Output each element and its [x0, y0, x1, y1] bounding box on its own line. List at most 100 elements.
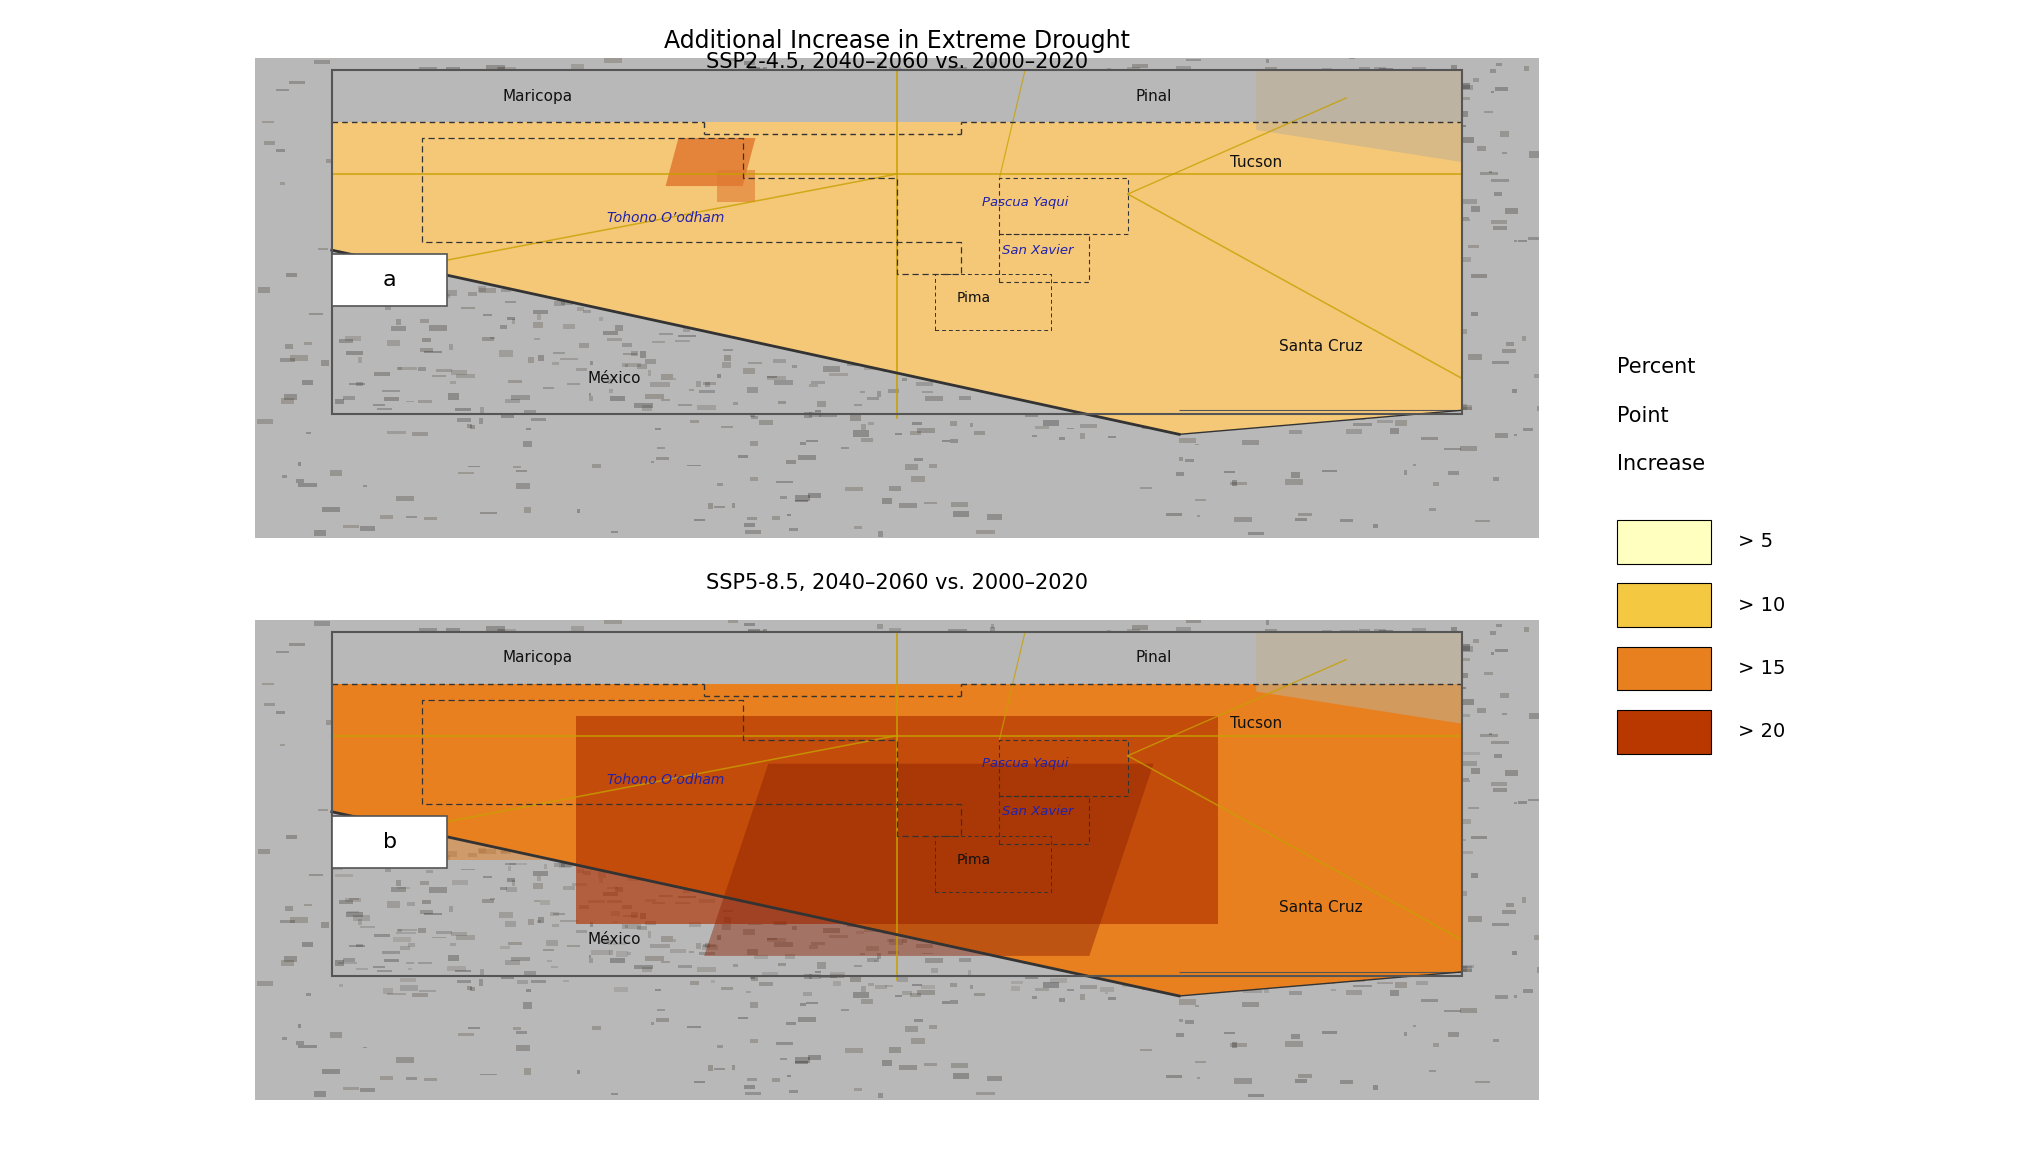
Bar — [679, 404, 693, 406]
Bar — [375, 935, 389, 937]
Bar — [1420, 943, 1425, 947]
Bar — [1229, 219, 1231, 223]
Bar — [962, 743, 966, 747]
Bar — [854, 965, 862, 967]
Bar — [1188, 233, 1198, 236]
Bar — [552, 147, 562, 154]
Bar — [997, 873, 1013, 875]
Bar — [436, 294, 450, 298]
Bar — [1437, 405, 1443, 410]
Bar — [1215, 946, 1229, 952]
Bar — [342, 958, 355, 961]
Bar — [719, 725, 723, 730]
Bar — [304, 342, 312, 345]
Bar — [1323, 630, 1333, 632]
Bar — [283, 957, 298, 962]
Bar — [1162, 675, 1170, 677]
Bar — [744, 523, 754, 527]
Bar — [257, 419, 273, 424]
Bar — [1266, 67, 1278, 69]
Text: > 5: > 5 — [1738, 533, 1773, 551]
Bar — [1270, 931, 1280, 937]
Bar — [693, 519, 705, 521]
Bar — [1084, 757, 1103, 762]
Bar — [748, 948, 758, 954]
Bar — [1437, 406, 1453, 410]
Bar — [546, 718, 550, 721]
Bar — [1098, 947, 1107, 951]
Bar — [721, 257, 734, 261]
Bar — [960, 782, 968, 787]
Bar — [1384, 87, 1390, 88]
Bar — [522, 112, 536, 115]
Bar — [1535, 936, 1547, 940]
Bar — [607, 338, 622, 342]
Bar — [1251, 272, 1262, 278]
Bar — [1270, 110, 1288, 113]
Bar — [1414, 966, 1431, 972]
Bar — [479, 980, 483, 985]
Bar — [1416, 981, 1429, 985]
Bar — [1282, 386, 1288, 387]
Bar — [889, 939, 903, 945]
Bar — [426, 250, 434, 256]
Bar — [809, 412, 821, 417]
Bar — [414, 690, 416, 692]
Bar — [1135, 256, 1147, 262]
Bar — [1041, 256, 1058, 259]
Bar — [1190, 780, 1192, 783]
Bar — [1237, 637, 1243, 640]
Bar — [666, 679, 687, 681]
Bar — [1355, 969, 1365, 972]
Bar — [1270, 73, 1284, 75]
Bar — [1298, 513, 1312, 516]
Bar — [1249, 533, 1264, 535]
Bar — [1398, 786, 1402, 789]
Bar — [279, 358, 296, 361]
Bar — [560, 859, 571, 864]
Bar — [607, 887, 618, 888]
Bar — [353, 915, 371, 921]
Bar — [1370, 126, 1382, 129]
Bar — [738, 1017, 748, 1019]
Bar — [404, 138, 408, 144]
Bar — [1251, 882, 1268, 886]
Bar — [701, 859, 717, 862]
Bar — [1345, 904, 1357, 909]
Bar — [1257, 969, 1266, 972]
Bar — [377, 408, 391, 410]
Bar — [1231, 1042, 1237, 1048]
Bar — [933, 886, 937, 891]
Bar — [907, 667, 925, 668]
Bar — [1176, 91, 1182, 94]
Bar — [1166, 963, 1174, 966]
Bar — [1111, 178, 1127, 181]
Bar — [597, 842, 605, 844]
Bar — [656, 691, 673, 697]
Bar — [915, 382, 933, 387]
Bar — [634, 235, 638, 237]
Bar — [438, 87, 442, 93]
Bar — [628, 90, 640, 96]
Bar — [1115, 774, 1123, 775]
Bar — [536, 683, 554, 690]
Bar — [840, 680, 848, 683]
Bar — [379, 771, 393, 777]
Bar — [552, 831, 556, 835]
Bar — [589, 394, 591, 396]
Bar — [785, 662, 789, 666]
Bar — [355, 272, 369, 273]
Bar — [263, 683, 275, 686]
Bar — [1251, 962, 1270, 966]
Bar — [1264, 987, 1270, 992]
Bar — [1174, 163, 1184, 169]
Bar — [887, 709, 891, 713]
Bar — [1178, 838, 1186, 840]
Bar — [471, 425, 475, 430]
Bar — [1092, 821, 1105, 824]
Bar — [713, 506, 726, 508]
Bar — [1433, 804, 1449, 811]
Bar — [1380, 113, 1394, 116]
Bar — [862, 683, 866, 688]
Bar — [1425, 406, 1439, 410]
